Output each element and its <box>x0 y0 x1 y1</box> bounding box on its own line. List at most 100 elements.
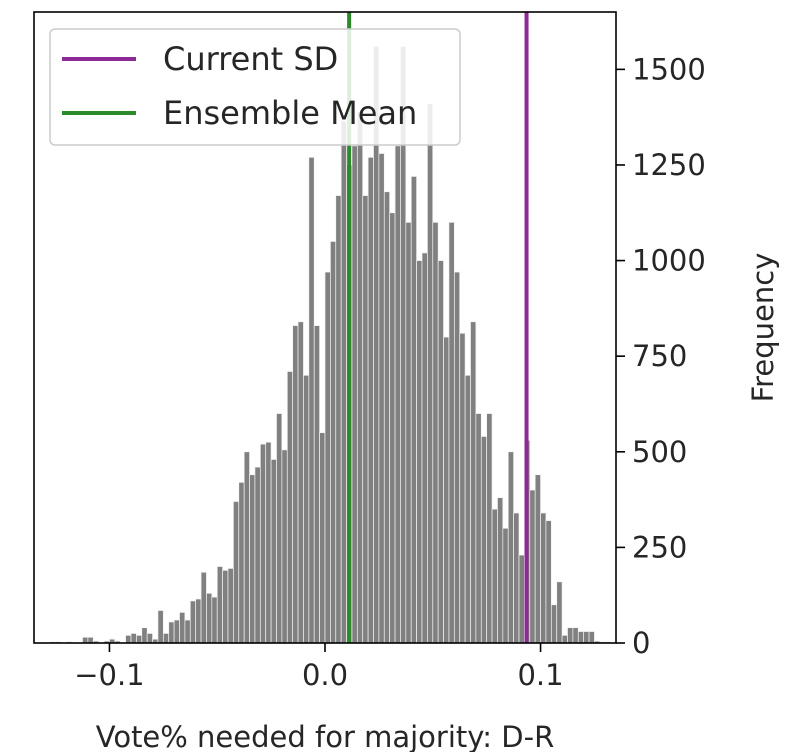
histogram-bar <box>502 527 509 644</box>
histogram-bar <box>303 374 310 644</box>
histogram-bar <box>550 604 558 644</box>
histogram-bar <box>200 571 207 644</box>
legend-label-ensemble-mean: Ensemble Mean <box>163 94 417 132</box>
histogram-bar <box>162 633 170 644</box>
histogram-bar <box>130 633 137 644</box>
histogram-bar <box>405 221 412 644</box>
histogram-bar <box>227 568 234 644</box>
x-tick-label: −0.1 <box>74 658 144 692</box>
histogram-bar <box>583 631 590 644</box>
histogram-bar <box>443 336 450 644</box>
histogram-bar <box>507 451 514 644</box>
histogram-bar <box>233 501 240 644</box>
x-axis-ticks: −0.1 0.0 0.1 <box>74 643 564 692</box>
histogram-bar <box>141 627 148 644</box>
histogram-bar <box>211 596 218 644</box>
histogram-bar <box>125 634 132 644</box>
y-tick-label: 1500 <box>632 52 706 86</box>
histogram-bar <box>216 566 223 644</box>
histogram-bar <box>513 512 520 644</box>
histogram-bar <box>410 176 417 644</box>
histogram-bar <box>157 610 164 644</box>
histogram-bar <box>168 621 175 644</box>
histogram-bar <box>195 598 202 644</box>
histogram-bar <box>529 489 536 644</box>
histogram-bar <box>540 512 547 644</box>
histogram-bar <box>480 436 488 644</box>
histogram-bar <box>281 449 288 644</box>
y-tick-label: 0 <box>632 626 650 660</box>
histogram-bar <box>270 459 277 644</box>
histogram-bar <box>265 441 272 644</box>
histogram-bar <box>367 156 374 644</box>
y-axis-label: Frequency <box>746 253 780 403</box>
histogram-bar <box>276 413 283 644</box>
histogram-bar <box>189 600 197 644</box>
histogram-bar <box>491 508 498 644</box>
histogram-bar <box>330 241 337 644</box>
histogram-bar <box>453 271 461 644</box>
histogram-bar <box>173 619 180 644</box>
histogram-bar <box>335 195 342 644</box>
histogram-bar <box>459 332 466 644</box>
histogram-bar <box>362 195 369 644</box>
histogram-bar <box>497 497 504 644</box>
histogram-bar <box>475 413 482 644</box>
histogram-bar <box>432 221 439 644</box>
histogram-bar <box>464 374 471 644</box>
y-tick-label: 250 <box>632 530 687 564</box>
legend-label-current-sd: Current SD <box>163 40 338 78</box>
histogram-bar <box>378 153 385 644</box>
histogram-bar <box>222 569 229 644</box>
legend-box <box>49 28 461 146</box>
histogram-bar <box>416 260 423 644</box>
histogram-bar <box>470 321 477 644</box>
histogram-bar <box>534 474 541 644</box>
histogram-bar <box>448 221 455 644</box>
histogram-bar <box>486 413 493 644</box>
histogram-bar <box>545 520 552 644</box>
y-tick-label: 500 <box>632 435 687 469</box>
histogram-bar <box>394 145 401 644</box>
histogram-bar <box>249 474 256 644</box>
histogram-bar <box>313 325 320 644</box>
y-tick-label: 1250 <box>632 148 706 182</box>
histogram-bar <box>286 371 294 644</box>
histogram-bar <box>146 633 153 644</box>
histogram-bar <box>297 321 304 644</box>
x-axis-label: Vote% needed for majority: D-R <box>96 720 555 752</box>
histogram-bar <box>87 636 94 644</box>
histogram-bar <box>340 120 347 644</box>
histogram-bar <box>243 451 250 644</box>
histogram-bar <box>427 103 434 644</box>
histogram-bar <box>556 581 563 644</box>
x-tick-label: 0.1 <box>517 658 563 692</box>
histogram-bar <box>254 466 261 644</box>
histogram-bar <box>259 443 267 644</box>
histogram-bar <box>356 111 364 644</box>
y-tick-label: 750 <box>632 339 687 373</box>
histogram-bar <box>421 252 428 644</box>
histogram-bar <box>518 554 525 644</box>
histogram-bar <box>561 634 568 644</box>
histogram-bar <box>184 619 191 644</box>
histogram-bar <box>572 627 579 644</box>
histogram-bar <box>82 636 89 644</box>
histogram-bar <box>324 271 331 644</box>
histogram-bar <box>136 634 143 644</box>
histogram-bar <box>179 612 186 644</box>
histogram-bar <box>437 260 444 644</box>
x-tick-label: 0.0 <box>302 658 348 692</box>
histogram-bar <box>206 592 213 644</box>
histogram-bar <box>577 631 585 644</box>
histogram-bar <box>319 432 326 644</box>
histogram-bar <box>588 631 595 644</box>
legend: Current SD Ensemble Mean <box>49 28 461 146</box>
histogram-bar <box>567 627 574 644</box>
y-tick-label: 1000 <box>632 244 706 278</box>
histogram-bar <box>308 156 315 644</box>
y-axis-ticks: 0 250 500 750 1000 1250 1500 <box>616 52 706 660</box>
histogram-bar <box>238 482 245 644</box>
histogram-bar <box>389 212 396 644</box>
